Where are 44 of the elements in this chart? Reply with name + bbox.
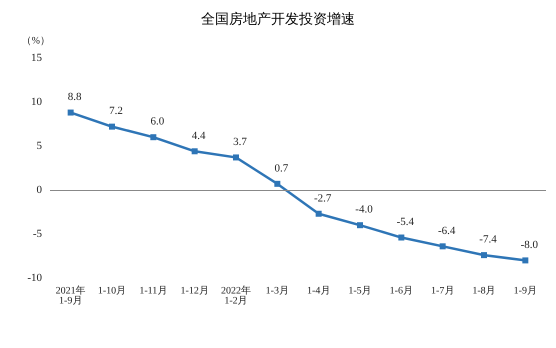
text: -5.4 <box>396 216 414 228</box>
x-tick-label: 1-11月 <box>139 286 168 296</box>
point <box>316 210 322 217</box>
text: 3.7 <box>233 136 247 148</box>
y-tick-label: 15 <box>31 52 42 64</box>
y-tick-label: -5 <box>32 228 42 240</box>
point <box>109 124 115 130</box>
x-tick-label: 1-3月 <box>266 286 290 296</box>
point <box>398 234 404 241</box>
y-axis-title: （%） <box>22 36 50 46</box>
text: 0.7 <box>274 162 288 174</box>
point <box>150 134 156 140</box>
y-tick-label: -10 <box>27 272 42 284</box>
x-tick-label: 1-12月 <box>180 286 209 296</box>
point <box>522 257 528 264</box>
point <box>192 148 198 154</box>
text: -2.7 <box>314 192 332 204</box>
x-tick-label: 2021年 1-9月 <box>56 284 86 306</box>
text: 4.4 <box>192 130 206 142</box>
text: 6.0 <box>150 116 164 128</box>
text: 8.8 <box>68 91 82 104</box>
text: -4.0 <box>355 204 373 216</box>
point <box>274 180 280 187</box>
x-tick-label: 1-10月 <box>98 286 126 296</box>
text: 7.2 <box>109 105 123 118</box>
x-tick-label: 1-8月 <box>472 286 496 296</box>
point <box>233 154 239 160</box>
text: -7.4 <box>479 234 497 246</box>
y-tick-label: 0 <box>36 184 42 196</box>
x-tick-label: 1-6月 <box>390 286 414 296</box>
point <box>357 222 363 228</box>
y-tick-label: 5 <box>36 140 42 152</box>
y-tick-label: 10 <box>31 96 42 108</box>
chart-title: 全国房地产开发投资增速 <box>201 12 355 28</box>
x-tick-label: 1-4月 <box>306 286 330 296</box>
x-tick-label: 1-5月 <box>348 286 372 296</box>
x-tick-label: 1-7月 <box>430 286 454 296</box>
point <box>68 110 74 116</box>
text: -8.0 <box>520 238 538 251</box>
point <box>481 252 487 258</box>
x-tick-label: 1-9月 <box>514 286 538 296</box>
point <box>440 243 446 250</box>
x-tick-label: 2022年 1-2月 <box>221 284 251 306</box>
text: -6.4 <box>438 224 456 237</box>
